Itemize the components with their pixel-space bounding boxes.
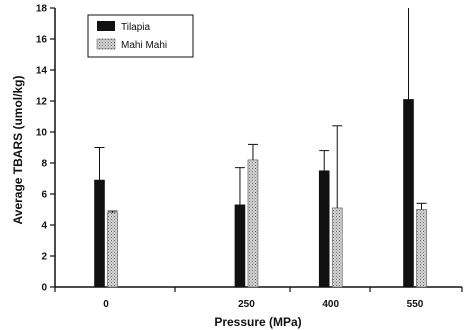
legend-swatch-tilapia <box>97 21 115 31</box>
y-tick-label: 4 <box>41 221 47 232</box>
x-tick-label: 0 <box>103 299 109 310</box>
y-tick-label: 10 <box>36 128 48 139</box>
y-tick-label: 16 <box>36 35 48 46</box>
bar-mahi-mahi <box>416 209 427 288</box>
x-tick-label: 550 <box>407 299 424 310</box>
x-ticks: 0 250 400 550 <box>54 287 463 310</box>
bar-tilapia <box>403 99 414 288</box>
axes <box>54 8 462 288</box>
bar-mahi-mahi <box>107 212 118 288</box>
bar-mahi-mahi <box>331 207 343 288</box>
y-tick-label: 2 <box>41 252 47 263</box>
error-bars <box>94 8 427 213</box>
y-tick-label: 14 <box>36 66 48 77</box>
x-tick-label: 250 <box>238 299 255 310</box>
legend: Tilapia Mahi Mahi <box>87 14 194 58</box>
x-tick-label: 400 <box>322 299 339 310</box>
y-tick-label: 18 <box>36 4 48 15</box>
y-tick-label: 0 <box>41 283 47 294</box>
bars <box>94 99 427 288</box>
legend-label-tilapia: Tilapia <box>121 22 151 33</box>
legend-swatch-mahi-mahi <box>96 38 116 50</box>
bar-tilapia <box>234 204 246 288</box>
bar-tilapia <box>94 179 105 288</box>
y-axis-title: Average TBARS (umol/kg) <box>11 76 25 225</box>
x-axis-title: Pressure (MPa) <box>214 315 301 329</box>
y-ticks: 0 2 4 6 8 10 12 14 16 18 <box>36 4 55 294</box>
bar-tilapia <box>318 170 330 288</box>
legend-label-mahi-mahi: Mahi Mahi <box>121 40 167 51</box>
y-tick-label: 12 <box>36 97 48 108</box>
bar-mahi-mahi <box>247 159 259 288</box>
y-tick-label: 6 <box>41 190 47 201</box>
y-tick-label: 8 <box>41 159 47 170</box>
